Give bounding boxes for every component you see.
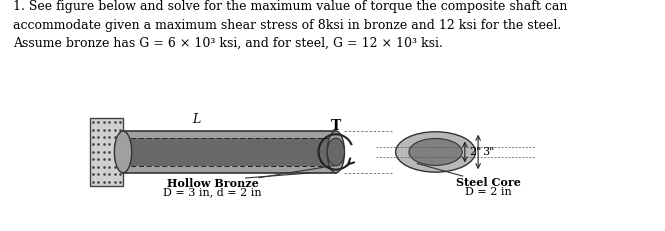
Ellipse shape <box>396 132 475 172</box>
Ellipse shape <box>409 139 462 166</box>
Ellipse shape <box>114 131 132 173</box>
Text: D = 3 in, d = 2 in: D = 3 in, d = 2 in <box>164 186 262 196</box>
Bar <box>123 131 336 173</box>
Bar <box>123 139 336 166</box>
Text: 3": 3" <box>482 146 495 156</box>
Text: Hollow Bronze: Hollow Bronze <box>167 177 259 188</box>
Ellipse shape <box>327 139 344 166</box>
Text: D = 2 in: D = 2 in <box>465 186 512 196</box>
Text: 2": 2" <box>469 146 481 156</box>
Bar <box>90 119 123 186</box>
Text: L: L <box>192 112 200 125</box>
Text: 1. See figure below and solve for the maximum value of torque the composite shaf: 1. See figure below and solve for the ma… <box>13 0 568 50</box>
Text: T: T <box>331 118 341 132</box>
Text: Steel Core: Steel Core <box>456 176 521 187</box>
Ellipse shape <box>327 131 344 173</box>
